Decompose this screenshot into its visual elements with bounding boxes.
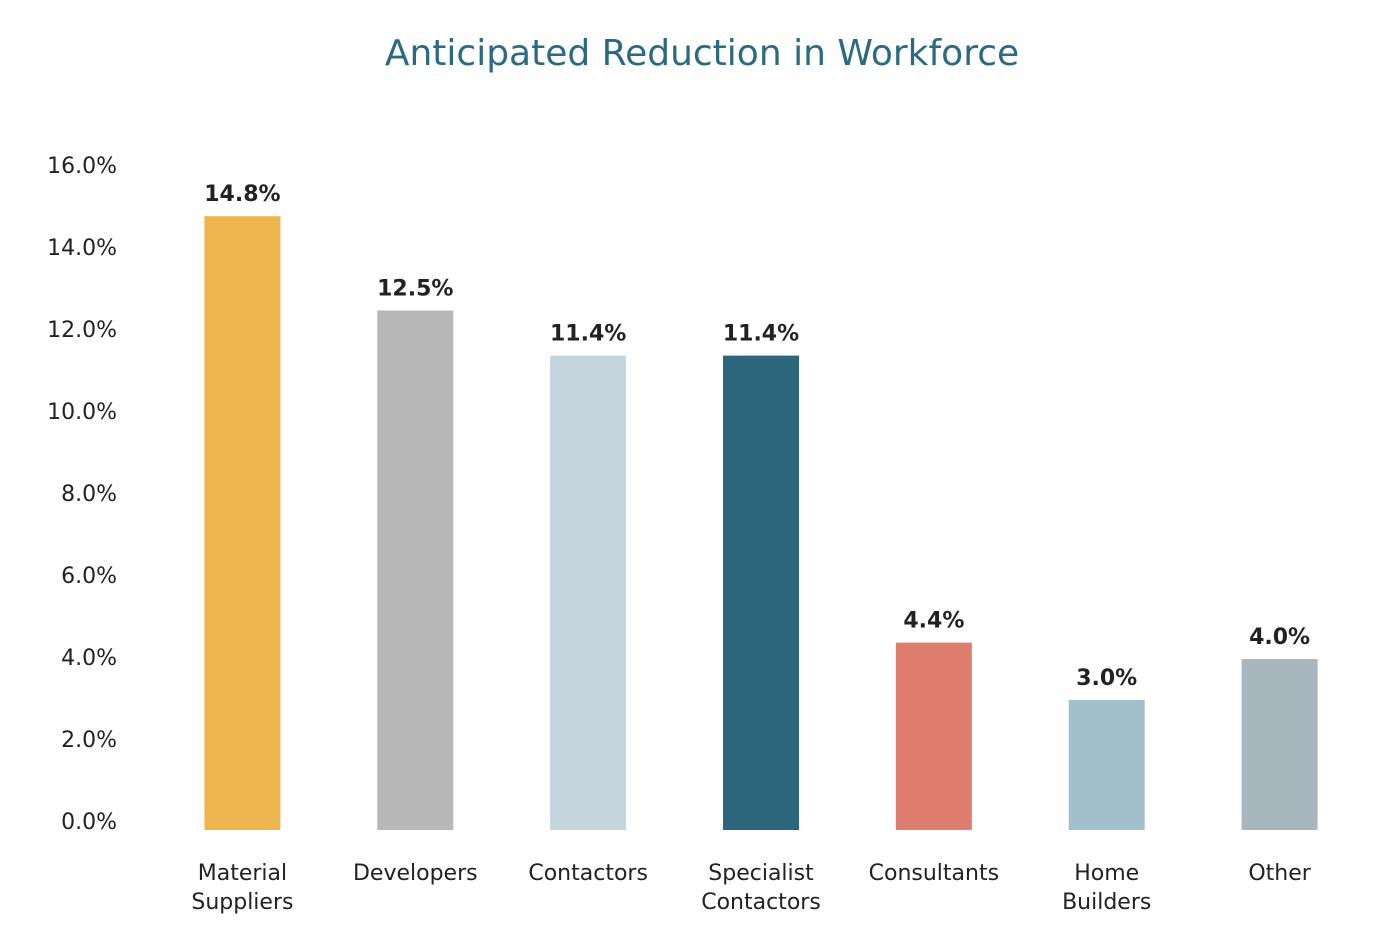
value-label: 3.0%: [1076, 666, 1137, 691]
y-tick-label: 16.0%: [47, 154, 117, 179]
y-tick-label: 4.0%: [61, 646, 117, 671]
value-label: 11.4%: [550, 322, 626, 347]
value-label: 12.5%: [377, 277, 453, 302]
y-tick-label: 14.0%: [47, 236, 117, 261]
y-tick-label: 12.0%: [47, 318, 117, 343]
bar: [1068, 700, 1145, 830]
y-tick-label: 0.0%: [61, 810, 117, 835]
bar: [377, 310, 454, 830]
x-tick-label: Developers: [353, 861, 478, 886]
bar: [1241, 659, 1318, 830]
y-tick-label: 10.0%: [47, 400, 117, 425]
y-tick-label: 2.0%: [61, 728, 117, 753]
x-tick-label: Other: [1248, 861, 1311, 886]
y-tick-label: 8.0%: [61, 482, 117, 507]
bar: [895, 642, 972, 830]
value-label: 14.8%: [204, 182, 280, 207]
bar: [723, 355, 799, 830]
bar: [550, 355, 627, 830]
y-tick-label: 6.0%: [61, 564, 117, 589]
bar: [204, 216, 281, 830]
x-tick-label: Specialist Contactors: [701, 861, 821, 915]
x-tick-label: Home Builders: [1062, 861, 1151, 915]
x-tick-label: Contactors: [528, 861, 648, 886]
value-label: 4.4%: [903, 609, 964, 634]
value-label: 4.0%: [1249, 625, 1310, 650]
x-tick-label: Material Suppliers: [191, 861, 293, 915]
value-label: 11.4%: [723, 322, 799, 347]
x-tick-label: Consultants: [869, 861, 999, 886]
chart-title: Anticipated Reduction in Workforce: [385, 33, 1019, 74]
